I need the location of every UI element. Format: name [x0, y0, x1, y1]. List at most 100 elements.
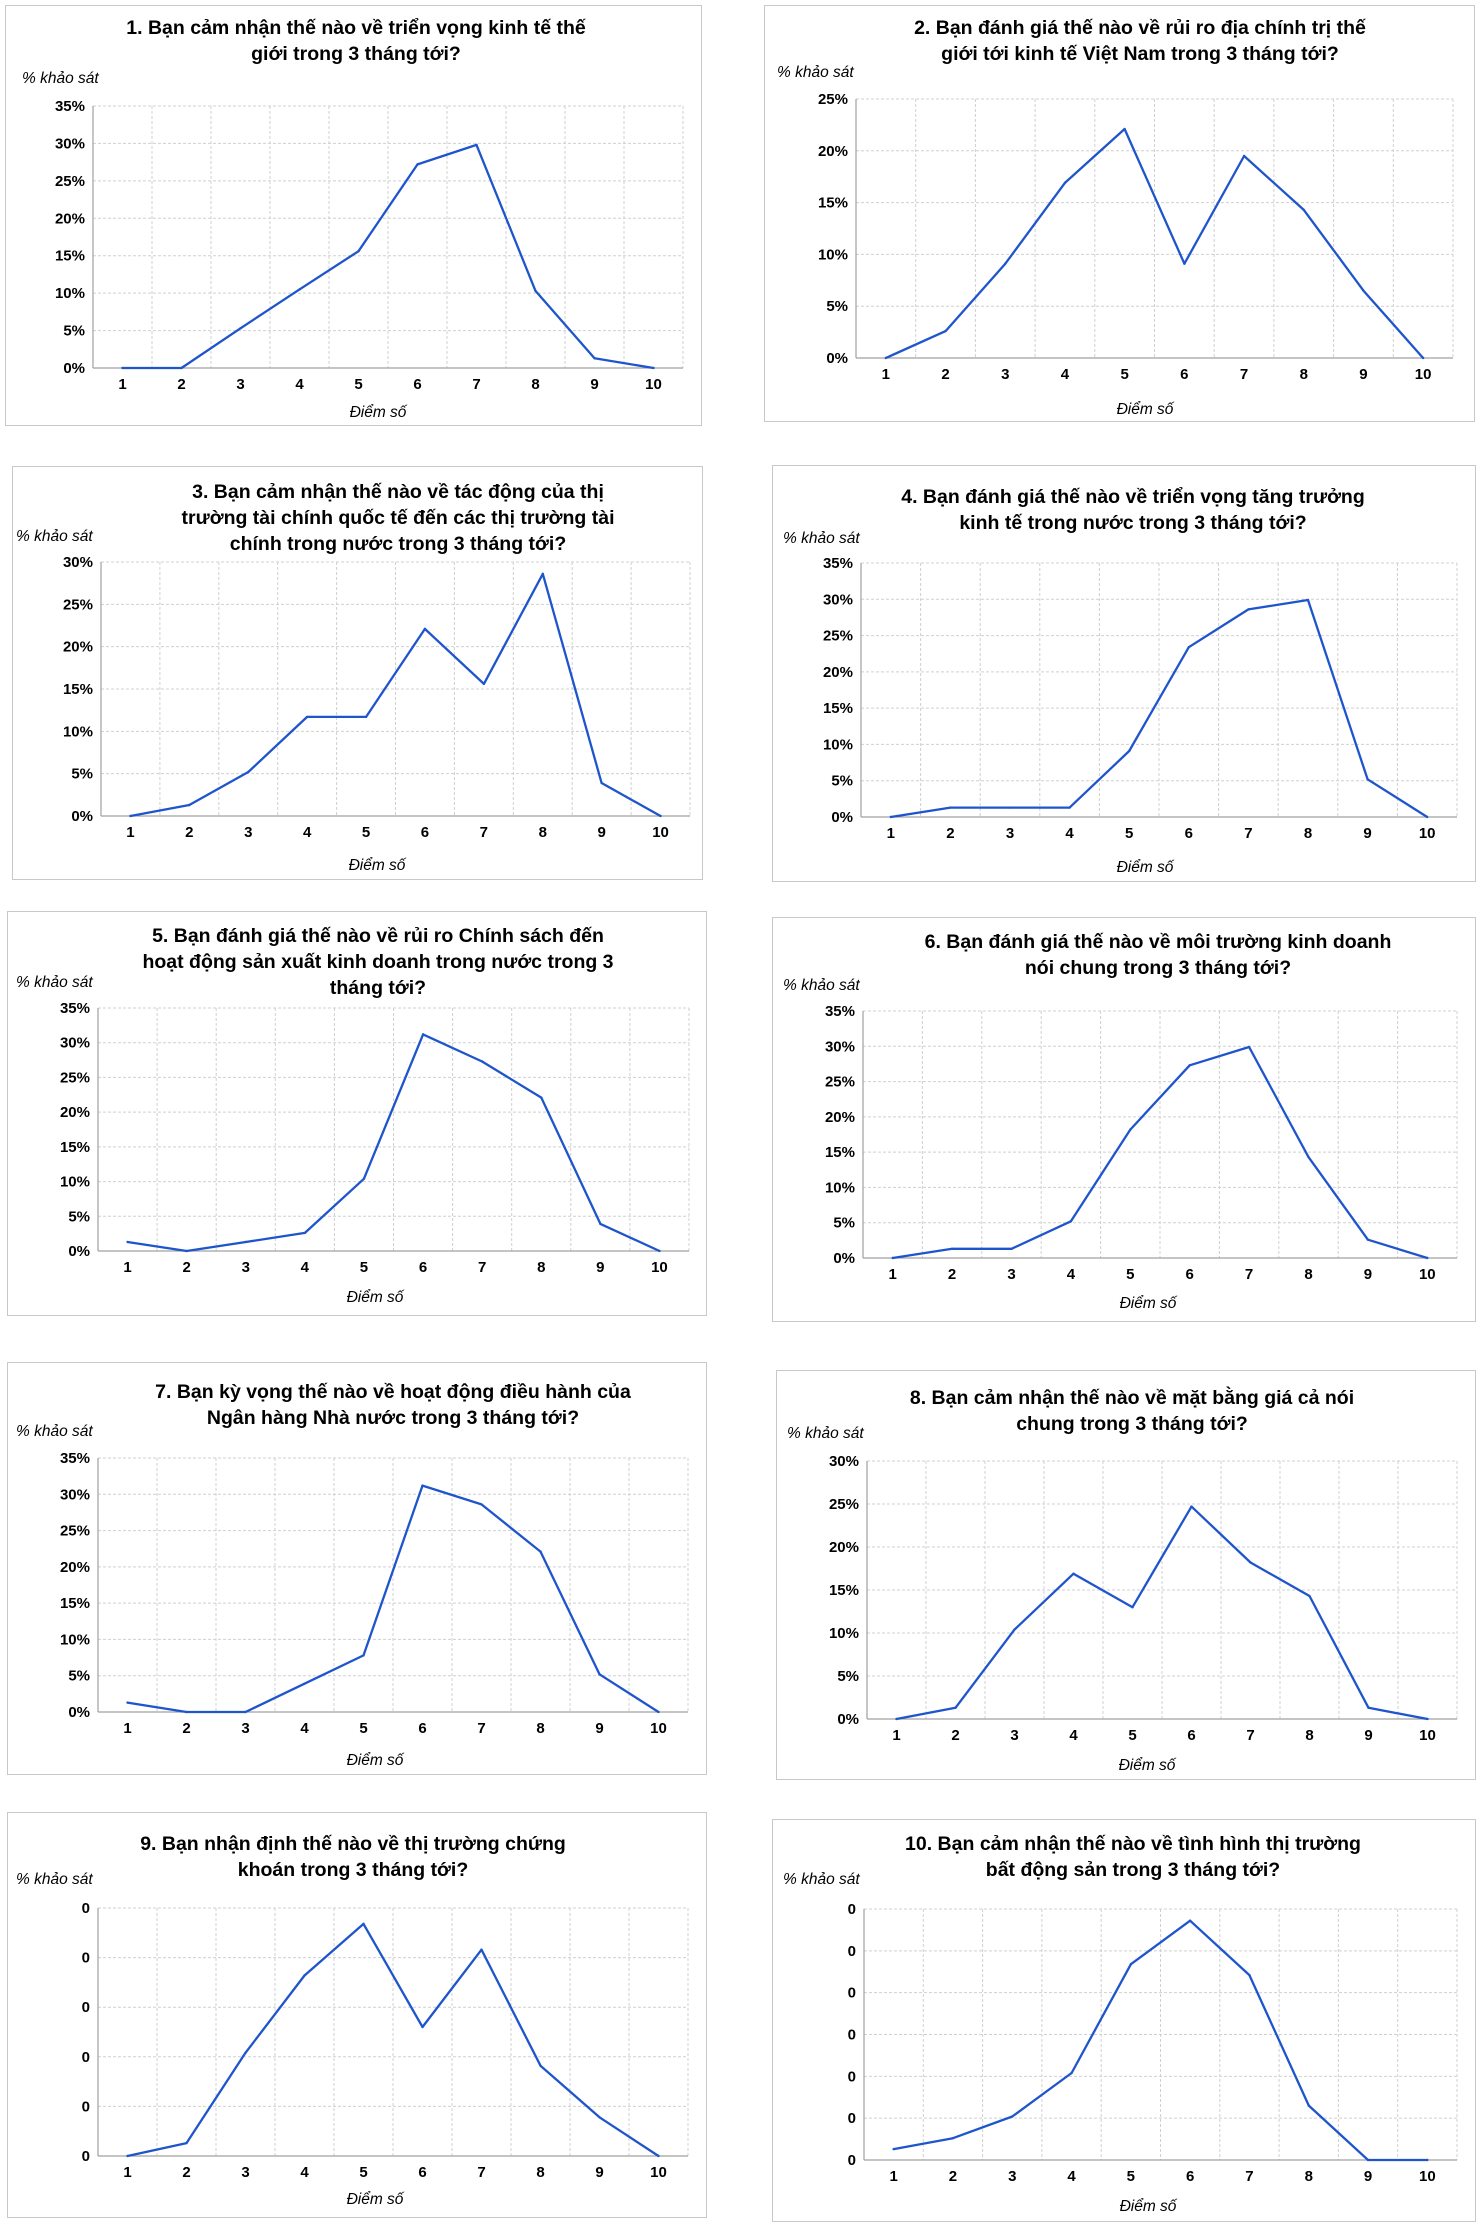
chart-svg-6: 6. Bạn đánh giá thế nào về môi trường ki…	[783, 931, 1458, 1312]
x-tick-label: 1	[882, 366, 890, 383]
x-tick-label: 2	[185, 824, 193, 841]
x-tick-label: 8	[1300, 366, 1308, 383]
chart-panel-3: 3. Bạn cảm nhận thế nào về tác động của …	[12, 466, 703, 880]
x-tick-label: 10	[1415, 366, 1432, 383]
y-tick-label: 15%	[60, 1139, 90, 1156]
data-point	[188, 803, 191, 807]
data-point	[303, 1974, 306, 1977]
chart-panel-10: 10. Bạn cảm nhận thế nào về tình hình th…	[772, 1819, 1476, 2222]
x-tick-label: 9	[595, 1720, 603, 1737]
y-tick-label: 15%	[55, 248, 85, 265]
y-tick-label: 20%	[829, 1539, 859, 1556]
y-tick-label: 30%	[60, 1035, 90, 1052]
data-point	[362, 1654, 365, 1657]
x-tick-label: 4	[1067, 1266, 1076, 1283]
x-tick-label: 8	[539, 824, 547, 841]
y-axis-label: % khảo sát	[783, 1871, 860, 1888]
data-point	[1190, 1505, 1193, 1508]
data-point	[126, 1701, 129, 1704]
x-tick-label: 9	[597, 824, 605, 841]
x-tick-label: 3	[242, 1259, 250, 1276]
y-tick-label: 0%	[833, 1250, 855, 1267]
x-tick-label: 7	[1245, 1266, 1253, 1283]
y-axis-label: % khảo sát	[16, 528, 93, 545]
y-axis-label: % khảo sát	[16, 1423, 93, 1440]
x-tick-label: 8	[1304, 825, 1312, 842]
x-tick-label: 2	[182, 1259, 190, 1276]
x-tick-label: 9	[590, 376, 598, 393]
y-tick-label: 0	[82, 2148, 90, 2165]
y-tick-label: 25%	[829, 1496, 859, 1513]
x-tick-label: 3	[244, 824, 252, 841]
data-point	[1070, 2071, 1073, 2075]
x-tick-label: 1	[126, 824, 134, 841]
data-point	[1307, 2104, 1310, 2107]
chart-title-line: trường tài chính quốc tế đến các thị trư…	[182, 507, 615, 529]
data-point	[480, 1948, 483, 1951]
data-point	[244, 1240, 247, 1244]
x-tick-label: 7	[1240, 366, 1248, 383]
chart-title-line: chung trong 3 tháng tới?	[1016, 1413, 1248, 1435]
data-point	[884, 356, 888, 360]
x-tick-label: 3	[241, 2164, 249, 2181]
y-axis-label: % khảo sát	[777, 64, 854, 81]
data-point	[895, 1717, 898, 1721]
series-line	[890, 598, 1428, 819]
data-point	[652, 366, 655, 370]
x-tick-label: 10	[651, 1259, 668, 1276]
data-point	[421, 1033, 425, 1036]
x-tick-label: 4	[1061, 366, 1070, 383]
data-point	[1072, 1572, 1075, 1575]
x-tick-label: 6	[419, 1259, 427, 1276]
y-tick-label: 0	[82, 2049, 90, 2066]
y-tick-label: 20%	[55, 210, 85, 227]
y-tick-label: 20%	[60, 1559, 90, 1576]
x-tick-label: 6	[418, 1720, 426, 1737]
chart-panel-4: 4. Bạn đánh giá thế nào về triển vọng tă…	[772, 465, 1476, 882]
data-point	[129, 814, 132, 818]
x-axis-label: Điểm số	[1117, 859, 1175, 876]
data-point	[1069, 1220, 1073, 1223]
x-tick-label: 4	[300, 2164, 309, 2181]
y-tick-label: 0	[848, 2027, 856, 2044]
y-tick-label: 10%	[829, 1625, 859, 1642]
x-tick-label: 5	[360, 1259, 368, 1276]
data-point	[1183, 262, 1186, 265]
y-tick-label: 20%	[60, 1104, 90, 1121]
x-tick-label: 3	[1007, 1266, 1015, 1283]
data-point	[421, 2025, 424, 2029]
x-tick-label: 6	[1185, 825, 1193, 842]
y-tick-label: 15%	[823, 700, 853, 717]
data-point	[949, 806, 952, 809]
x-tick-label: 5	[359, 2164, 367, 2181]
data-point	[951, 2137, 955, 2140]
x-tick-label: 2	[951, 1727, 959, 1744]
series-line	[127, 1922, 660, 2158]
series-line	[885, 127, 1424, 360]
data-point	[1187, 645, 1190, 649]
series-line	[896, 1505, 1428, 1721]
x-tick-label: 1	[123, 2164, 131, 2181]
data-point	[239, 327, 242, 330]
data-point	[1421, 356, 1425, 360]
chart-svg-2: 2. Bạn đánh giá thế nào về rủi ro địa ch…	[777, 17, 1454, 418]
data-point	[1063, 181, 1067, 185]
y-tick-label: 5%	[837, 1668, 859, 1685]
x-tick-label: 4	[300, 1720, 309, 1737]
y-tick-label: 25%	[63, 596, 93, 613]
data-point	[657, 2154, 660, 2158]
y-tick-label: 30%	[60, 1486, 90, 1503]
data-point	[1013, 1628, 1016, 1631]
x-tick-label: 1	[892, 1727, 900, 1744]
y-tick-label: 5%	[63, 323, 85, 340]
y-tick-label: 35%	[55, 98, 85, 115]
data-point	[126, 2154, 129, 2158]
y-tick-label: 5%	[826, 298, 848, 315]
y-tick-label: 0%	[831, 809, 853, 826]
chart-title-line: tháng tới?	[330, 977, 426, 999]
y-tick-label: 20%	[825, 1109, 855, 1126]
x-tick-label: 8	[1304, 1266, 1312, 1283]
x-tick-label: 8	[531, 376, 539, 393]
x-tick-label: 7	[1246, 1727, 1254, 1744]
